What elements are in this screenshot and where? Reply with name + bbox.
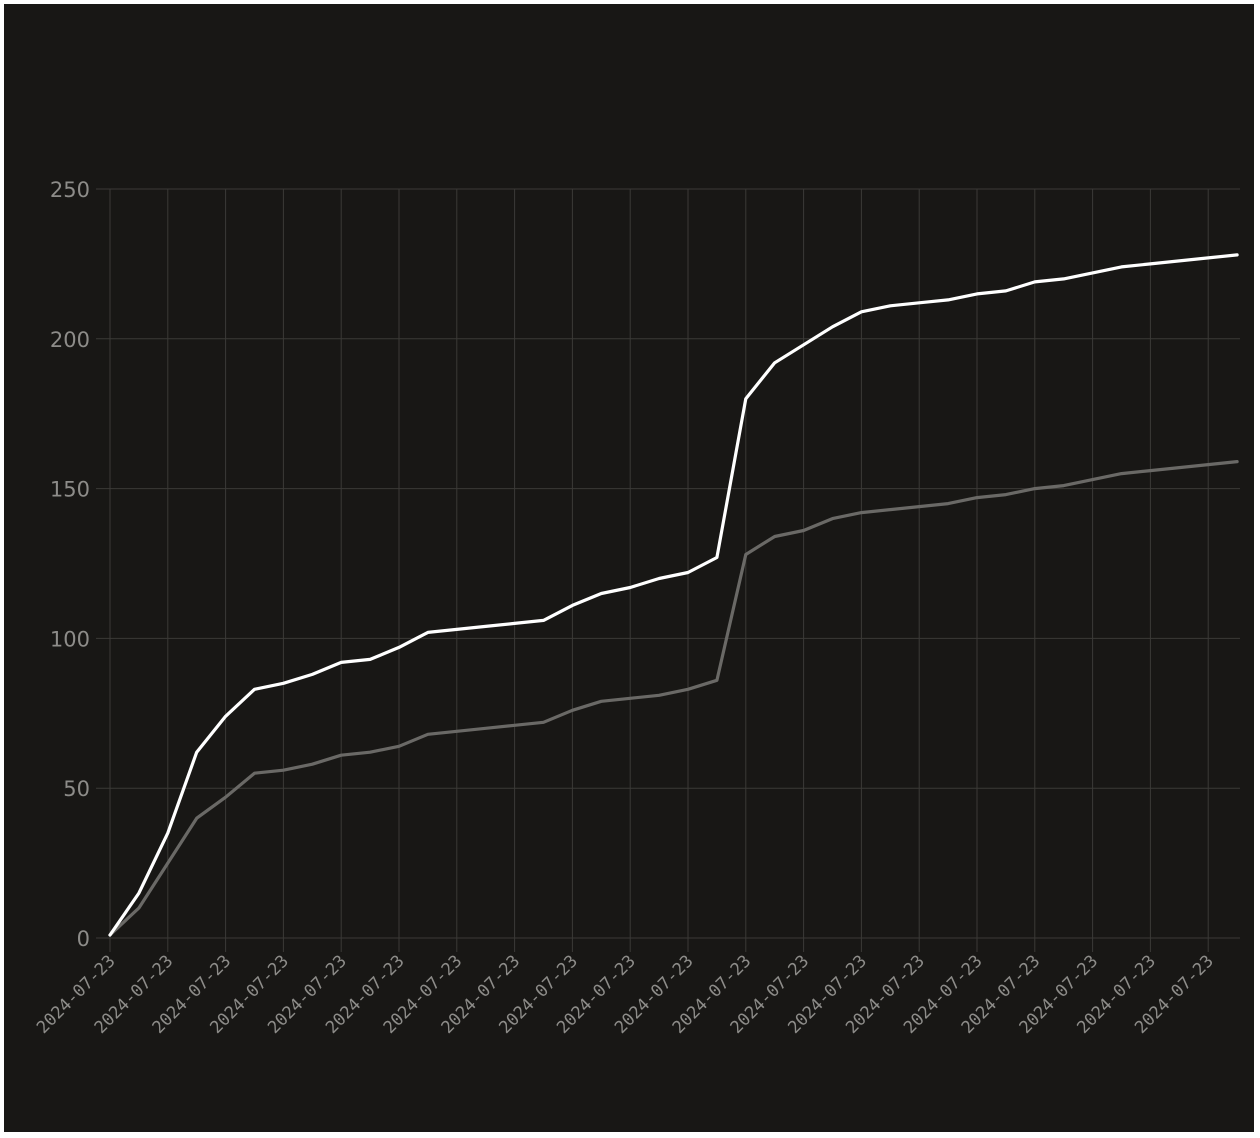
y-tick-label: 0 <box>77 927 90 951</box>
y-tick-label: 250 <box>50 178 90 202</box>
chart-frame: 0 50 100 150 200 250 2024-07-23 2024-07-23 2024… <box>4 4 1254 1132</box>
y-tick-label: 150 <box>50 478 90 502</box>
y-axis: 0 50 100 150 200 250 <box>50 178 90 951</box>
series-lines <box>108 253 1239 937</box>
grid <box>96 188 1240 952</box>
y-tick-label: 100 <box>50 627 90 651</box>
y-tick-label: 50 <box>63 777 90 801</box>
x-axis: 2024-07-232024-07-232024-07-232024-07-23… <box>33 951 1218 1038</box>
y-tick-label: 200 <box>50 328 90 352</box>
series-line-1 <box>108 253 1239 937</box>
series-line-2 <box>108 460 1239 937</box>
line-chart: 0 50 100 150 200 250 2024-07-232024-07-232024… <box>33 178 1240 1038</box>
